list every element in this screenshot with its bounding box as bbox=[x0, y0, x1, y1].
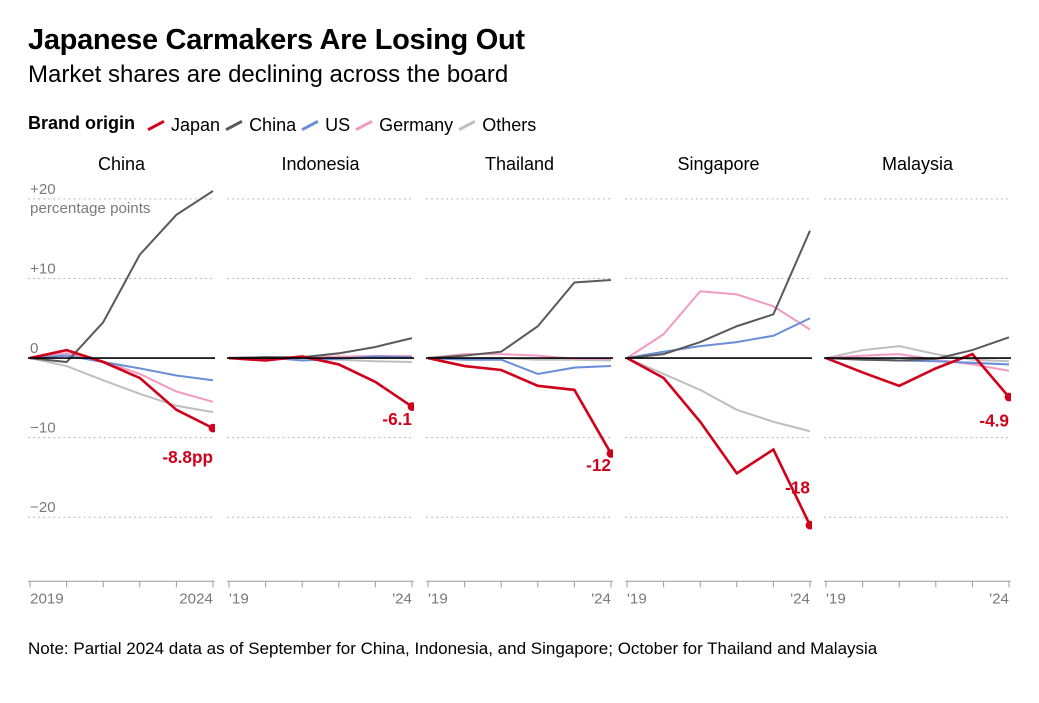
series-china bbox=[627, 231, 810, 358]
legend-label: Japan bbox=[171, 115, 220, 136]
x-tick-label: 2019 bbox=[30, 590, 64, 607]
series-japan bbox=[229, 356, 412, 406]
panel-chart: -4.9 '19 '24 bbox=[824, 183, 1011, 610]
panel-malaysia: Malaysia -4.9 '19 '24 bbox=[824, 154, 1011, 610]
panel-singapore: Singapore -18 '19 '24 bbox=[625, 154, 812, 610]
series-china bbox=[428, 280, 611, 358]
series-japan bbox=[428, 358, 611, 454]
legend-item-japan: Japan bbox=[147, 115, 220, 136]
panel-thailand: Thailand -12 '19 '24 bbox=[426, 154, 613, 610]
us-swatch-icon bbox=[301, 120, 318, 131]
series-us bbox=[627, 318, 810, 358]
chart-footnote: Note: Partial 2024 data as of September … bbox=[28, 638, 1011, 661]
panel-chart: -18 '19 '24 bbox=[625, 183, 812, 610]
japan-end-label: -8.8pp bbox=[162, 447, 213, 467]
japan-end-label: -18 bbox=[785, 477, 810, 497]
legend-item-china: China bbox=[225, 115, 296, 136]
legend: Brand origin Japan China US Germany Othe… bbox=[28, 111, 1011, 136]
panel-title: Singapore bbox=[625, 154, 812, 175]
x-tick-label: '24 bbox=[989, 590, 1009, 607]
panel-china: China −20 −10 0 +10 +20 percentage points -8.8p… bbox=[28, 154, 215, 610]
panel-indonesia: Indonesia -6.1 '19 '24 bbox=[227, 154, 414, 610]
japan-end-label: -4.9 bbox=[979, 410, 1009, 430]
series-others bbox=[627, 358, 810, 431]
legend-label: US bbox=[325, 115, 350, 136]
legend-label: Germany bbox=[379, 115, 453, 136]
chart-subtitle: Market shares are declining across the b… bbox=[28, 61, 1011, 89]
x-tick-label: '24 bbox=[591, 590, 611, 607]
x-tick-label: '19 bbox=[826, 590, 846, 607]
japan-end-marker-icon bbox=[806, 521, 812, 530]
panel-title: China bbox=[28, 154, 215, 175]
y-tick-label: +10 bbox=[30, 260, 56, 277]
japan-end-label: -12 bbox=[586, 455, 611, 475]
panel-title: Indonesia bbox=[227, 154, 414, 175]
x-tick-label: '19 bbox=[229, 590, 249, 607]
series-germany bbox=[627, 291, 810, 358]
legend-label: Others bbox=[482, 115, 536, 136]
panel-title: Thailand bbox=[426, 154, 613, 175]
y-tick-label: −20 bbox=[30, 499, 56, 516]
y-tick-label: −10 bbox=[30, 420, 56, 437]
panel-chart: -12 '19 '24 bbox=[426, 183, 613, 610]
panel-title: Malaysia bbox=[824, 154, 1011, 175]
legend-item-us: US bbox=[301, 115, 350, 136]
y-axis-unit-label: percentage points bbox=[30, 200, 151, 217]
y-tick-label: +20 bbox=[30, 183, 56, 198]
others-swatch-icon bbox=[459, 120, 476, 131]
x-tick-label: '19 bbox=[627, 590, 647, 607]
legend-item-germany: Germany bbox=[355, 115, 453, 136]
legend-item-others: Others bbox=[458, 115, 536, 136]
legend-label: China bbox=[249, 115, 296, 136]
chart-title: Japanese Carmakers Are Losing Out bbox=[28, 24, 1011, 57]
chart-panels: China −20 −10 0 +10 +20 percentage points -8.8p… bbox=[28, 154, 1011, 610]
japan-swatch-icon bbox=[147, 120, 164, 131]
japan-end-label: -6.1 bbox=[382, 409, 412, 429]
y-tick-label: 0 bbox=[30, 340, 38, 357]
x-tick-label: '19 bbox=[428, 590, 448, 607]
panel-chart: -6.1 '19 '24 bbox=[227, 183, 414, 610]
x-tick-label: '24 bbox=[392, 590, 412, 607]
panel-chart: −20 −10 0 +10 +20 percentage points -8.8pp 2019… bbox=[28, 183, 215, 610]
legend-title: Brand origin bbox=[28, 113, 135, 134]
series-japan bbox=[627, 358, 810, 525]
china-swatch-icon bbox=[225, 120, 242, 131]
x-tick-label: 2024 bbox=[179, 590, 213, 607]
x-tick-label: '24 bbox=[790, 590, 810, 607]
germany-swatch-icon bbox=[355, 120, 372, 131]
